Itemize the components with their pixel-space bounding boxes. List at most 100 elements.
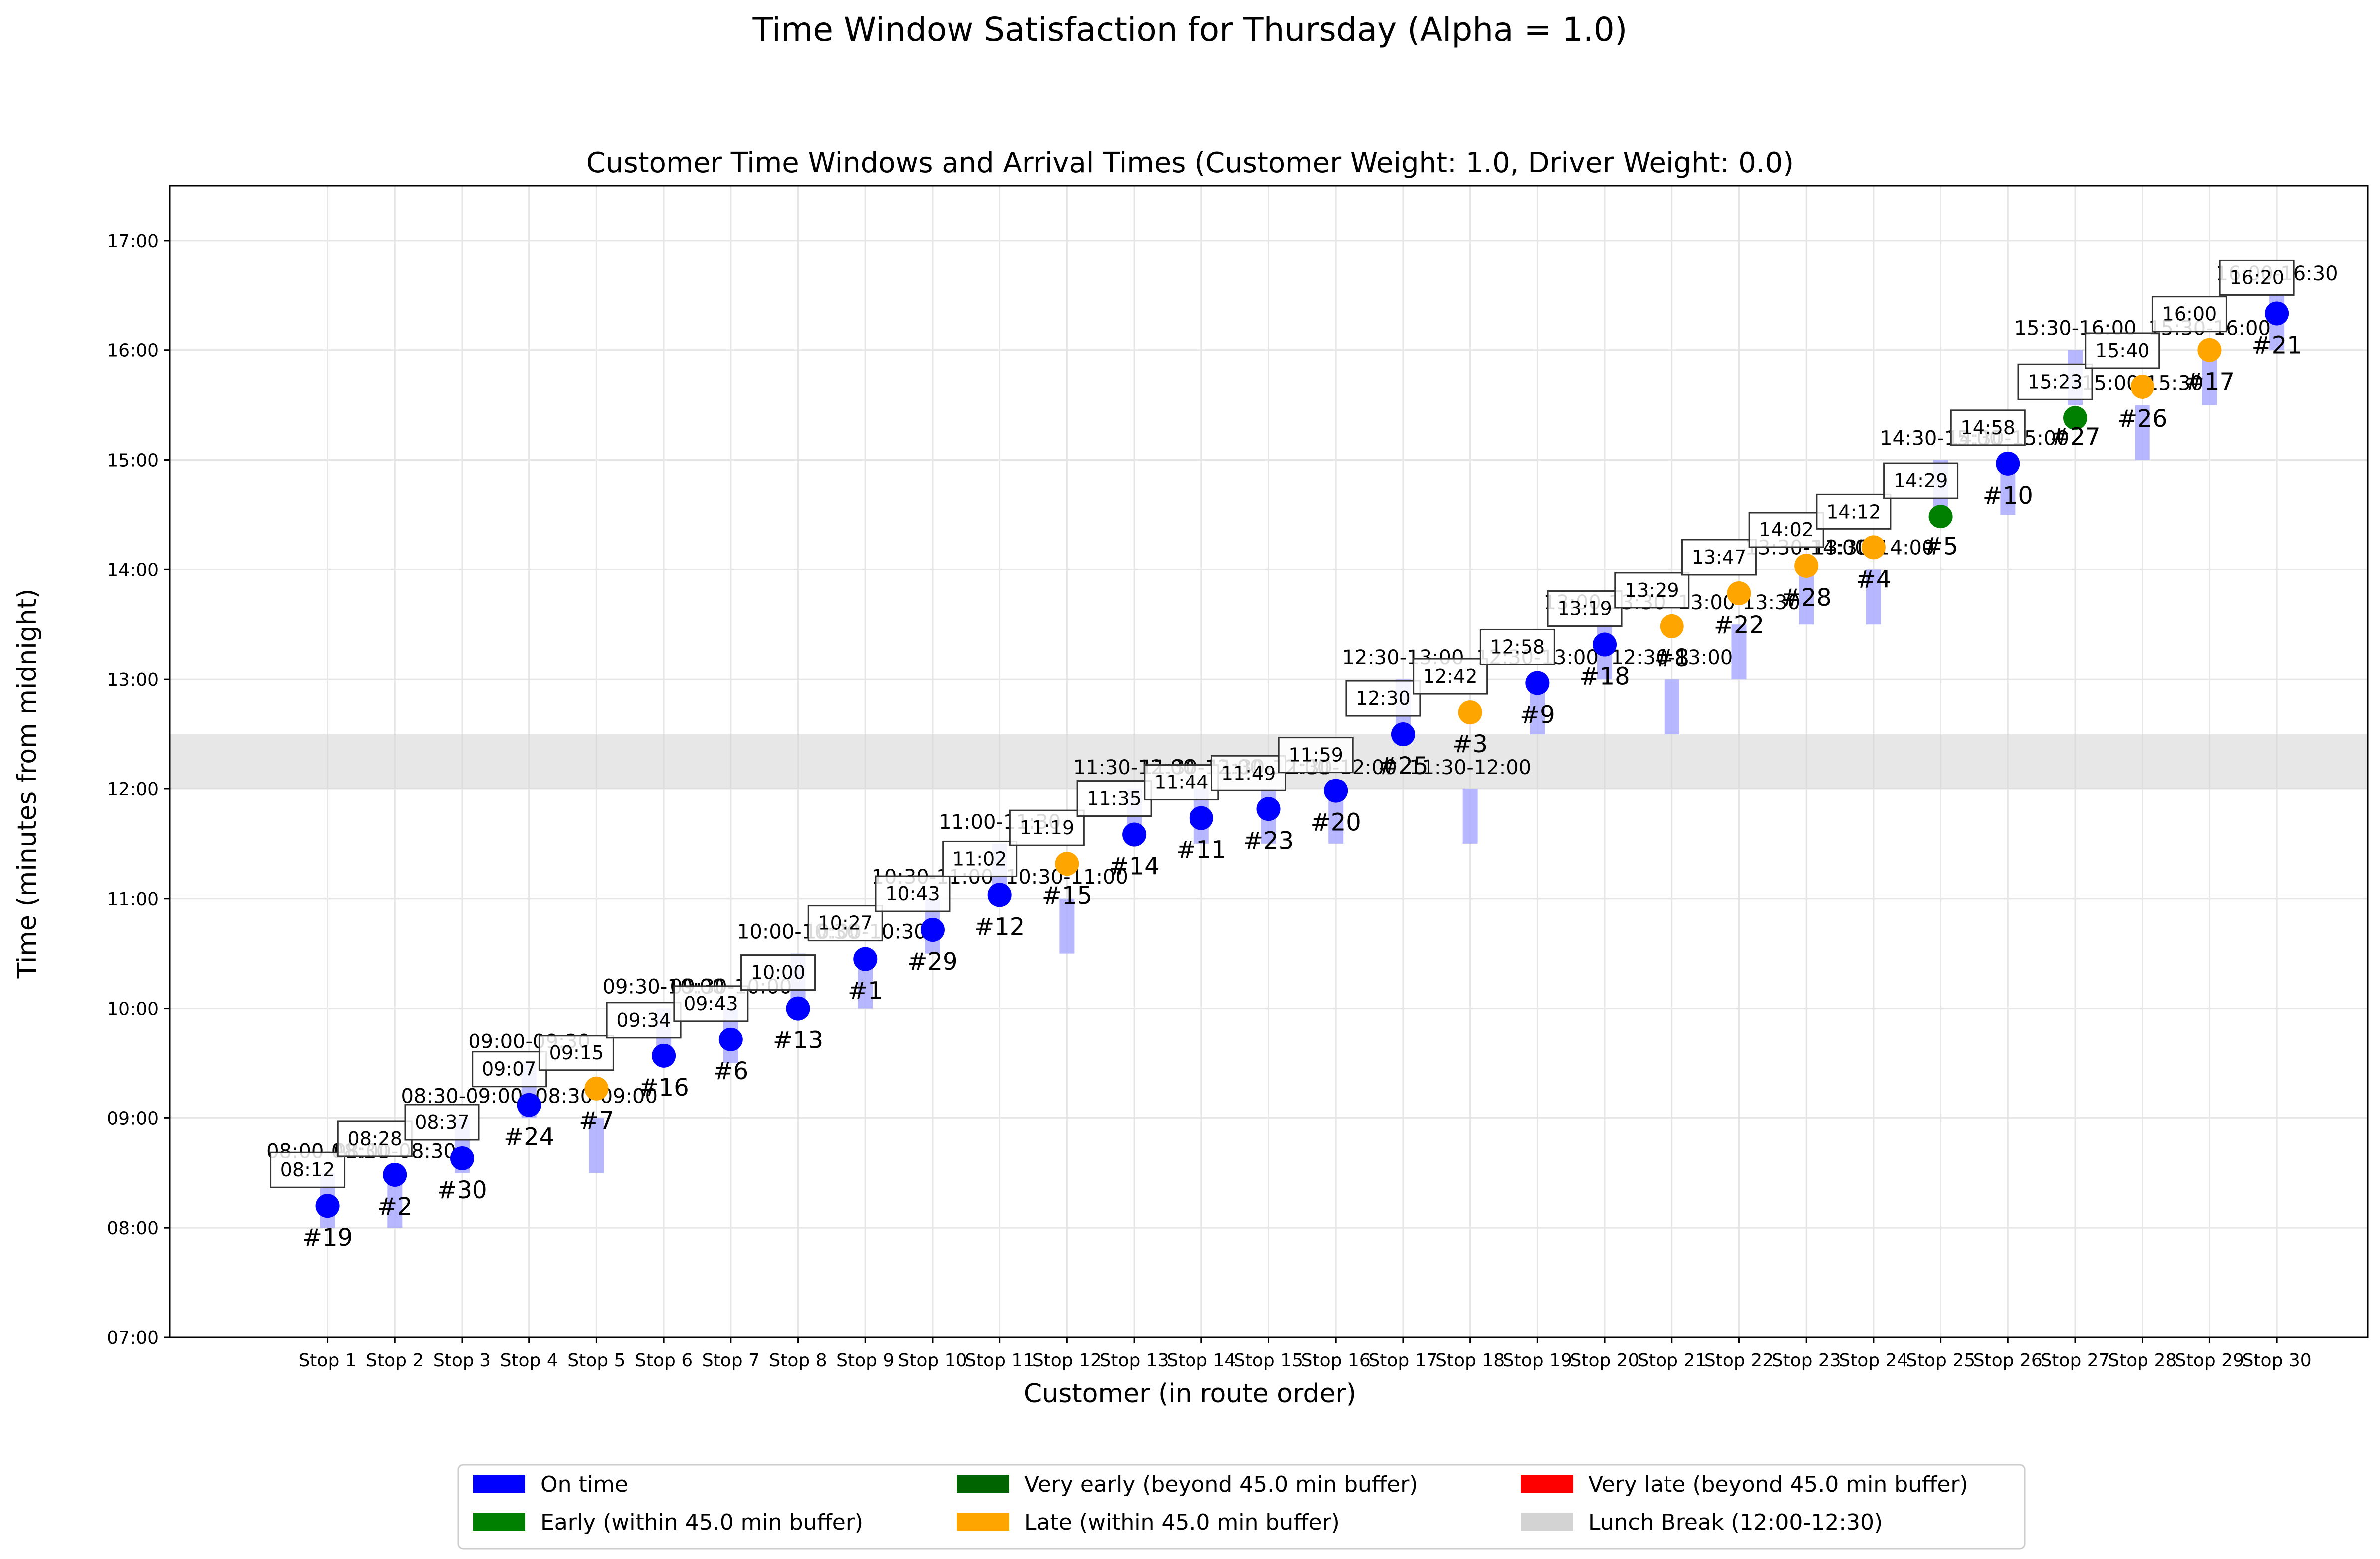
- time-window-bar: [1664, 679, 1679, 735]
- x-axis-label: Customer (in route order): [1024, 1379, 1356, 1409]
- customer-label: #19: [302, 1224, 353, 1252]
- x-tick-label: Stop 22: [1704, 1350, 1774, 1371]
- arrival-point: [1996, 451, 2020, 476]
- time-window-bar: [589, 1118, 604, 1173]
- time-window-label: 11:30-12:00: [1409, 756, 1531, 779]
- arrival-point: [1727, 581, 1751, 605]
- arrival-label-box: [1413, 658, 1488, 695]
- arrival-time-label: 14:12: [1826, 501, 1881, 522]
- arrival-label-box: [270, 1151, 346, 1188]
- y-tick-label: 14:00: [107, 560, 159, 580]
- customer-label: #7: [579, 1107, 614, 1135]
- arrival-point: [2265, 301, 2289, 326]
- arrival-time-label: 08:37: [415, 1111, 470, 1133]
- arrival-point: [1055, 852, 1079, 876]
- customer-label: #12: [974, 913, 1025, 941]
- arrival-label-box: [1009, 809, 1085, 846]
- arrival-time-label: 12:30: [1356, 687, 1411, 709]
- customer-label: #9: [1520, 701, 1555, 729]
- x-tick-label: Stop 16: [1301, 1350, 1371, 1371]
- customer-label: #26: [2117, 405, 2167, 433]
- arrival-label-box: [1816, 493, 1892, 530]
- legend-swatch: [957, 1475, 1009, 1493]
- arrival-time-label: 10:00: [751, 962, 806, 984]
- legend-label: Very early (beyond 45.0 min buffer): [1024, 1472, 1418, 1497]
- x-tick-label: Stop 11: [965, 1350, 1034, 1371]
- arrival-point: [1324, 779, 1348, 803]
- legend-label: On time: [540, 1472, 628, 1497]
- arrival-label-box: [2017, 363, 2093, 400]
- arrival-time-label: 12:42: [1423, 665, 1478, 687]
- x-tick-label: Stop 9: [836, 1350, 894, 1371]
- arrival-time-label: 11:59: [1288, 744, 1343, 766]
- time-window-bar: [1799, 569, 1814, 625]
- customer-label: #5: [1923, 532, 1958, 560]
- arrival-label-box: [2219, 259, 2295, 296]
- x-tick-label: Stop 4: [500, 1350, 558, 1371]
- x-tick-label: Stop 1: [298, 1350, 356, 1371]
- arrival-point: [920, 918, 945, 942]
- x-tick-label: Stop 14: [1167, 1350, 1236, 1371]
- x-tick-label: Stop 15: [1234, 1350, 1303, 1371]
- customer-label: #3: [1452, 730, 1488, 758]
- arrival-label-box: [740, 954, 816, 991]
- arrival-time-label: 09:07: [482, 1058, 537, 1080]
- figure-suptitle: Time Window Satisfaction for Thursday (A…: [752, 10, 1628, 49]
- x-tick-label: Stop 19: [1503, 1350, 1572, 1371]
- arrival-point: [1794, 554, 1819, 578]
- arrival-point: [315, 1194, 340, 1218]
- customer-label: #11: [1176, 836, 1226, 864]
- arrival-time-label: 14:58: [1961, 417, 2016, 439]
- legend: On time Early (within 45.0 min buffer) Ver…: [457, 1464, 2026, 1550]
- y-tick-label: 09:00: [107, 1108, 159, 1129]
- time-window-bar: [1059, 898, 1075, 954]
- customer-label: #30: [437, 1176, 487, 1204]
- x-tick-label: Stop 24: [1839, 1350, 1908, 1371]
- x-tick-label: Stop 2: [366, 1350, 424, 1371]
- y-tick-label: 10:00: [107, 999, 159, 1020]
- legend-label: Lunch Break (12:00-12:30): [1588, 1510, 1883, 1535]
- arrival-label-box: [404, 1104, 480, 1141]
- axes-title: Customer Time Windows and Arrival Times …: [586, 147, 1794, 179]
- arrival-point: [383, 1162, 407, 1187]
- arrival-time-label: 14:29: [1894, 470, 1948, 492]
- arrival-point: [1660, 614, 1684, 638]
- customer-label: #15: [1042, 882, 1092, 910]
- arrival-time-label: 09:43: [684, 993, 738, 1015]
- legend-swatch: [473, 1475, 525, 1493]
- x-tick-label: Stop 17: [1368, 1350, 1437, 1371]
- x-tick-label: Stop 28: [2108, 1350, 2177, 1371]
- x-tick-label: Stop 21: [1637, 1350, 1706, 1371]
- arrival-point: [987, 883, 1012, 907]
- arrival-time-label: 08:28: [348, 1128, 403, 1150]
- x-tick-label: Stop 12: [1032, 1350, 1102, 1371]
- plot-area: 08:00-08:3008:00-08:3008:30-09:0009:00-0…: [107, 185, 2369, 1371]
- arrival-time-label: 08:12: [280, 1159, 335, 1181]
- x-tick-label: Stop 29: [2175, 1350, 2244, 1371]
- arrival-point: [1593, 632, 1617, 657]
- arrival-time-label: 15:40: [2095, 340, 2150, 362]
- time-window-bar: [1866, 569, 1881, 625]
- customer-label: #10: [1983, 482, 2033, 510]
- arrival-time-label: 11:19: [1020, 817, 1075, 839]
- customer-label: #17: [2184, 368, 2235, 396]
- customer-label: #20: [1311, 809, 1361, 837]
- customer-label: #23: [1243, 827, 1294, 855]
- customer-label: #2: [377, 1193, 413, 1221]
- arrival-label-box: [1950, 409, 2026, 446]
- arrival-label-box: [2151, 296, 2227, 333]
- arrival-label-box: [1211, 755, 1286, 791]
- arrival-label-box: [538, 1035, 614, 1071]
- y-tick-label: 13:00: [107, 670, 159, 690]
- arrival-label-box: [1278, 737, 1354, 774]
- y-tick-label: 17:00: [107, 231, 159, 252]
- customer-label: #24: [504, 1123, 554, 1151]
- x-tick-label: Stop 6: [635, 1350, 693, 1371]
- arrival-label-box: [1614, 572, 1690, 609]
- arrival-label-box: [942, 840, 1018, 877]
- arrival-label-box: [1748, 512, 1824, 548]
- arrival-label-box: [673, 985, 749, 1022]
- arrival-point: [1189, 806, 1213, 830]
- time-window-bar: [1462, 788, 1478, 844]
